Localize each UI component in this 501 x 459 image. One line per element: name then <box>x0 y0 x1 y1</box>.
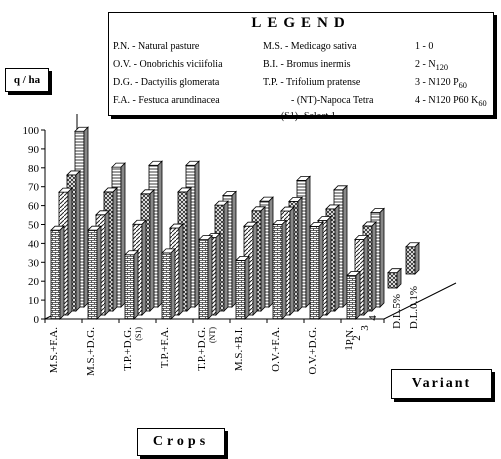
bar-1-5 <box>235 255 250 320</box>
legend-item: D.G. - Dactyilis glomerata <box>113 77 220 88</box>
legend-item: T.P. - Trifolium pratense <box>263 77 361 88</box>
y-tick-label: 40 <box>28 238 40 250</box>
legend-item: M.S. - Medicago sativa <box>263 41 357 52</box>
legend-item: F.A. - Festuca arundinacea <box>113 95 220 106</box>
y-unit-label: q / ha <box>5 68 49 92</box>
bars-layer <box>50 126 420 320</box>
x-category-label: T.P.+F.A. <box>159 327 171 368</box>
bar-1-1 <box>87 225 102 320</box>
x-category-label: M.S.+D.G. <box>85 327 97 376</box>
y-tick-label: 30 <box>28 257 40 269</box>
bar-1-0 <box>50 225 65 320</box>
y-tick-label: 80 <box>28 163 40 175</box>
legend-variant-3: 3 - N120 P60 <box>415 77 467 90</box>
bar-1-7 <box>309 221 324 320</box>
y-tick-label: 100 <box>23 125 40 137</box>
variant-tick-label: 3 <box>359 325 371 331</box>
bar-1-2 <box>124 249 139 320</box>
y-tick-label: 0 <box>34 314 40 326</box>
text-layer: 0 10 20 30 40 50 60 70 80 90 100 M.S.+F.A. M.S.+D.G.… <box>23 125 421 376</box>
variant-tick-label: 1 <box>343 345 355 351</box>
variant-tick-label: 2 <box>351 335 363 341</box>
y-tick-label: 10 <box>28 295 40 307</box>
dl-bar-1 <box>405 241 420 275</box>
x-category-label: P.N. <box>344 327 356 346</box>
legend-box: LEGEND P.N. - Natural pasture O.V. - Ono… <box>108 12 494 122</box>
variant-axis-label: Variant <box>391 369 492 399</box>
x-category-label: M.S.+F.A. <box>48 327 60 374</box>
x-category-label: T.P.+D.G. <box>196 327 208 371</box>
x-category-label: O.V.+D.G. <box>307 327 319 375</box>
dl-bar-0 <box>387 267 402 289</box>
legend-note-nt: - (NT)-Napoca Tetra <box>291 95 374 106</box>
y-tick-label: 50 <box>28 220 40 232</box>
legend-note-s1: - (S1)- Select 1 <box>275 111 336 122</box>
x-category-label: O.V.+F.A. <box>270 327 282 372</box>
bar-1-8 <box>346 270 361 320</box>
x-category-note: (NT) <box>208 327 217 343</box>
y-tick-label: 70 <box>28 182 40 194</box>
legend-title: LEGEND <box>251 15 351 31</box>
crops-axis-label: Crops <box>137 428 225 456</box>
legend-variant-2: 2 - N120 <box>415 59 449 72</box>
x-category-label: M.S.+B.I. <box>233 327 245 371</box>
dl-label: D.L.0.1% <box>408 286 420 329</box>
y-tick-label: 90 <box>28 144 40 156</box>
legend-variant-1: 1 - 0 <box>415 41 434 52</box>
legend-item: B.I. - Bromus inermis <box>263 59 351 70</box>
y-tick-label: 20 <box>28 276 40 288</box>
x-category-label: T.P.+D.G. <box>122 327 134 371</box>
legend-item: O.V. - Onobrichis viciifolia <box>113 59 223 70</box>
legend-variant-4: 4 - N120 P60 K60 <box>415 95 487 108</box>
legend-item: P.N. - Natural pasture <box>113 41 200 52</box>
variant-tick-label: 4 <box>367 315 379 321</box>
dl-label: D.L.5% <box>391 294 403 329</box>
bar-1-4 <box>198 234 213 320</box>
bar-1-6 <box>272 219 287 320</box>
bar-1-3 <box>161 247 176 320</box>
y-tick-label: 60 <box>28 201 40 213</box>
x-category-note: (S1) <box>134 327 143 341</box>
